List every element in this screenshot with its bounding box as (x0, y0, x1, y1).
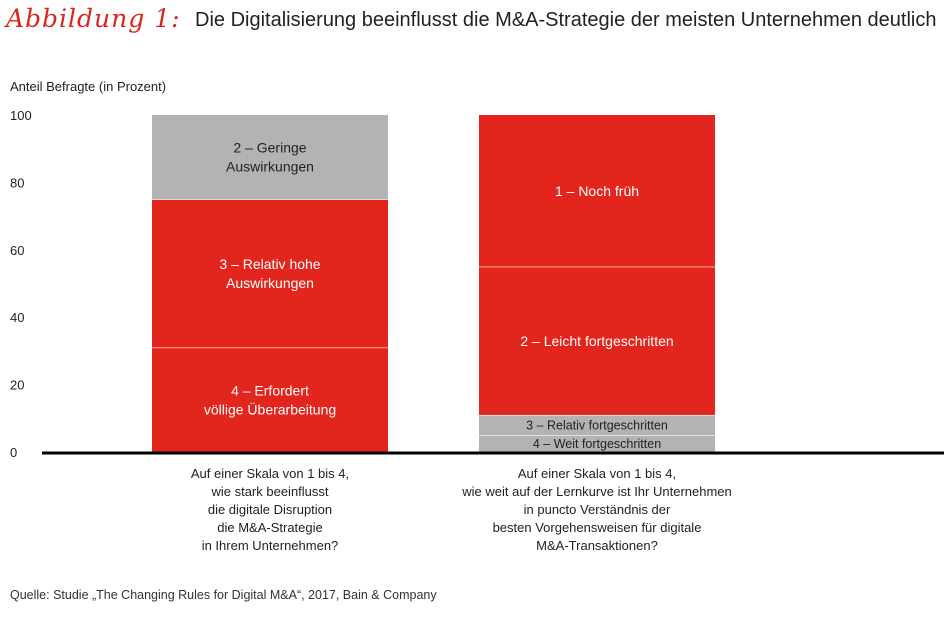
category-label: Auf einer Skala von 1 bis 4, (191, 466, 349, 481)
segment-label: 3 – Relativ fortgeschritten (526, 419, 668, 433)
category-label: besten Vorgehensweisen für digitale (493, 520, 702, 535)
bar-segment (479, 266, 715, 415)
bar-segment (152, 115, 388, 200)
category-label: die digitale Disruption (208, 502, 332, 517)
source-note: Quelle: Studie „The Changing Rules for D… (10, 588, 437, 602)
bar-segment (152, 347, 388, 452)
category-label: in Ihrem Unternehmen? (202, 538, 339, 553)
segment-label: 4 – Weit fortgeschritten (533, 437, 661, 451)
bar-segment (152, 199, 388, 348)
category-label: M&A-Transaktionen? (536, 538, 658, 553)
bar-segment (479, 414, 715, 436)
y-tick-label: 60 (10, 243, 24, 258)
bar-segment (479, 115, 715, 267)
segment-label: 2 – Geringe (233, 140, 306, 156)
y-tick-label: 100 (10, 108, 32, 123)
category-label: Auf einer Skala von 1 bis 4, (518, 466, 676, 481)
category-label: die M&A-Strategie (217, 520, 323, 535)
segment-label: 3 – Relativ hohe (219, 256, 320, 272)
chart-title: Die Digitalisierung beeinflusst die M&A-… (195, 9, 937, 31)
segment-label: völlige Überarbeitung (204, 400, 336, 417)
segment-label: Auswirkungen (226, 159, 314, 175)
figure-label: Abbildung 1: (6, 4, 181, 33)
segment-label: 1 – Noch früh (555, 183, 639, 199)
category-label: wie weit auf der Lernkurve ist Ihr Unter… (461, 484, 732, 499)
category-label: wie stark beeinflusst (210, 484, 328, 499)
y-axis-label: Anteil Befragte (in Prozent) (10, 79, 166, 94)
segment-label: 4 – Erfordert (231, 382, 309, 398)
y-tick-label: 20 (10, 378, 24, 393)
y-tick-label: 0 (10, 445, 17, 460)
segment-label: Auswirkungen (226, 275, 314, 291)
segment-label: 2 – Leicht fortgeschritten (520, 333, 673, 349)
y-tick-label: 40 (10, 310, 24, 325)
y-tick-label: 80 (10, 175, 24, 190)
bar-segment (479, 435, 715, 452)
category-label: in puncto Verständnis der (524, 502, 671, 517)
